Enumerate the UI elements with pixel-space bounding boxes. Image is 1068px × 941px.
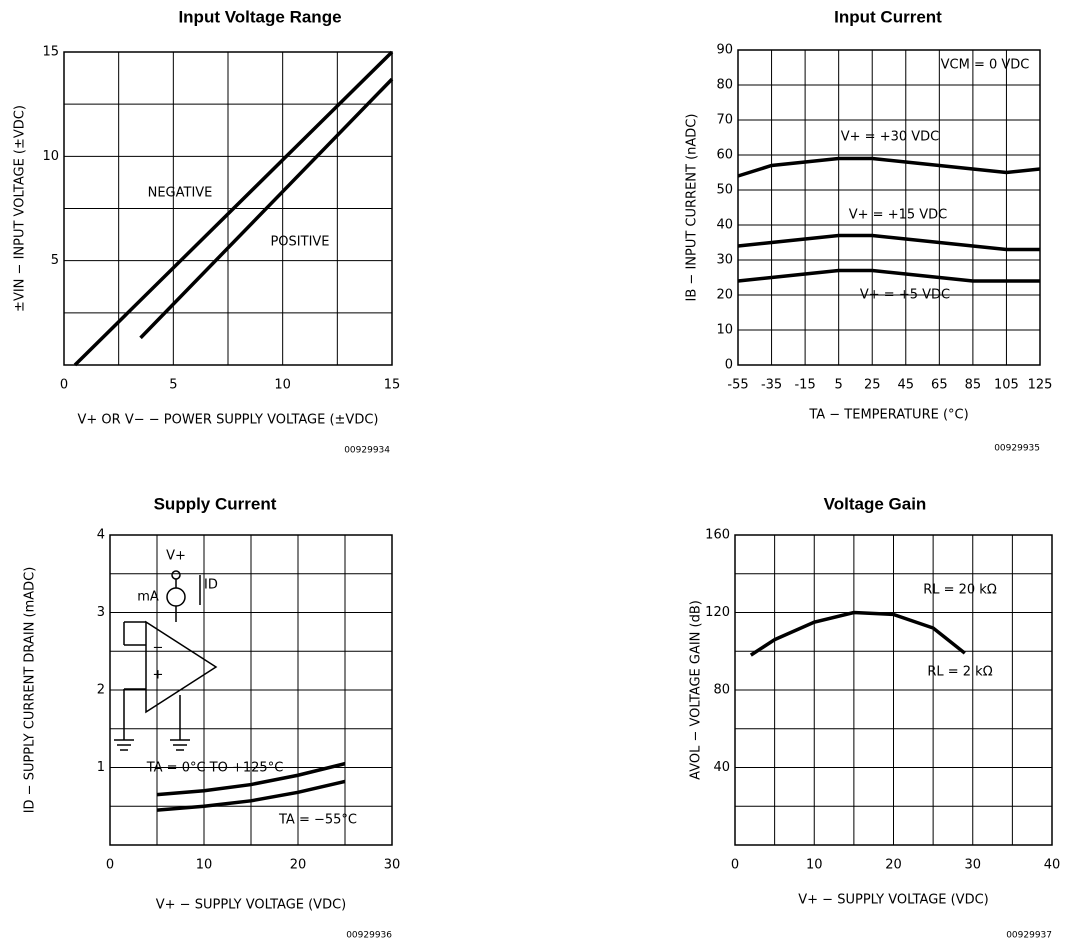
inset-label: ID: [204, 578, 218, 593]
y-tick-label: 4: [97, 528, 105, 543]
y-tick-label: 80: [713, 683, 730, 698]
inset-label: V+: [166, 549, 186, 564]
x-tick-label: 0: [731, 858, 739, 873]
series-label: V+ = +30 VDC: [841, 130, 940, 145]
series-line: [737, 268, 1040, 283]
y-tick-label: 70: [716, 113, 733, 128]
x-tick-label: 30: [964, 858, 981, 873]
figure-code: 00929937: [1006, 931, 1052, 941]
x-axis-label: TA − TEMPERATURE (°C): [808, 408, 968, 423]
x-tick-label: 15: [384, 378, 401, 393]
x-tick-label: 10: [806, 858, 823, 873]
inset-circuit: [114, 570, 218, 751]
annotation: RL = 20 kΩ: [923, 583, 997, 598]
x-axis-label: V+ − SUPPLY VOLTAGE (VDC): [156, 898, 346, 913]
series-line: [749, 610, 966, 657]
y-tick-label: 10: [42, 149, 59, 164]
x-axis-label: V+ − SUPPLY VOLTAGE (VDC): [798, 893, 988, 908]
y-tick-label: 90: [716, 43, 733, 58]
series-label: V+ = +5 VDC: [860, 288, 950, 303]
series-label: TA = 0°C TO +125°C: [146, 761, 284, 776]
y-tick-label: 10: [716, 323, 733, 338]
figure-code: 00929936: [346, 931, 392, 941]
x-tick-label: 20: [290, 858, 307, 873]
y-axis-label: ID − SUPPLY CURRENT DRAIN (mADC): [23, 567, 38, 814]
y-tick-label: 5: [51, 253, 59, 268]
y-tick-label: 1: [97, 760, 105, 775]
series-line: [737, 156, 1041, 178]
inset-label: mA: [137, 590, 159, 605]
x-tick-label: 10: [274, 378, 291, 393]
chart-title: Input Voltage Range: [178, 7, 341, 26]
y-tick-label: 40: [713, 760, 730, 775]
figure-code: 00929934: [344, 446, 390, 456]
x-tick-label: 0: [60, 378, 68, 393]
y-tick-label: 2: [97, 683, 105, 698]
x-tick-label: -55: [727, 378, 748, 393]
series-label: NEGATIVE: [148, 186, 213, 201]
x-tick-label: 0: [106, 858, 114, 873]
x-tick-label: 40: [1044, 858, 1061, 873]
x-tick-label: 85: [965, 378, 982, 393]
chart-title: Supply Current: [154, 494, 277, 513]
inset-label: −: [153, 641, 164, 656]
series-line: [156, 779, 346, 812]
x-tick-label: 30: [384, 858, 401, 873]
x-tick-label: 65: [931, 378, 948, 393]
x-tick-label: 5: [169, 378, 177, 393]
y-axis-label: IB − INPUT CURRENT (nADC): [685, 114, 700, 302]
y-tick-label: 3: [97, 605, 105, 620]
x-axis-label: V+ OR V− − POWER SUPPLY VOLTAGE (±VDC): [78, 413, 379, 428]
x-tick-label: 45: [898, 378, 915, 393]
x-tick-label: 105: [994, 378, 1019, 393]
x-tick-label: -35: [761, 378, 782, 393]
x-tick-label: 125: [1028, 378, 1053, 393]
series-line: [73, 50, 394, 367]
figure-code: 00929935: [994, 444, 1040, 454]
series-label: POSITIVE: [270, 235, 329, 250]
y-tick-label: 20: [716, 288, 733, 303]
annotation: RL = 2 kΩ: [927, 665, 992, 680]
x-tick-label: 20: [885, 858, 902, 873]
series-label: V+ = +15 VDC: [849, 208, 948, 223]
plot-frame: [63, 51, 393, 366]
y-tick-label: 160: [705, 528, 730, 543]
y-tick-label: 40: [716, 218, 733, 233]
series-line: [737, 233, 1040, 252]
plot-frame: [109, 534, 393, 846]
y-tick-label: 0: [725, 358, 733, 373]
plot-frame: [737, 49, 1041, 366]
x-tick-label: -15: [794, 378, 815, 393]
y-axis-label: ±VIN − INPUT VOLTAGE (±VDC): [13, 105, 28, 312]
series-line: [139, 77, 394, 340]
y-tick-label: 50: [716, 183, 733, 198]
y-tick-label: 80: [716, 78, 733, 93]
y-axis-label: AVOL − VOLTAGE GAIN (dB): [689, 600, 704, 780]
x-tick-label: 25: [864, 378, 881, 393]
y-tick-label: 15: [42, 45, 59, 60]
chart-title: Voltage Gain: [824, 494, 927, 513]
y-tick-label: 60: [716, 148, 733, 163]
x-tick-label: 10: [196, 858, 213, 873]
series-label: TA = −55°C: [278, 813, 357, 828]
inset-label: +: [153, 668, 164, 683]
y-tick-label: 120: [705, 605, 730, 620]
plot-frame: [734, 534, 1053, 846]
annotation: VCM = 0 VDC: [941, 58, 1030, 73]
y-tick-label: 30: [716, 253, 733, 268]
x-tick-label: 5: [835, 378, 843, 393]
series-line: [156, 761, 346, 797]
chart-title: Input Current: [834, 7, 942, 26]
